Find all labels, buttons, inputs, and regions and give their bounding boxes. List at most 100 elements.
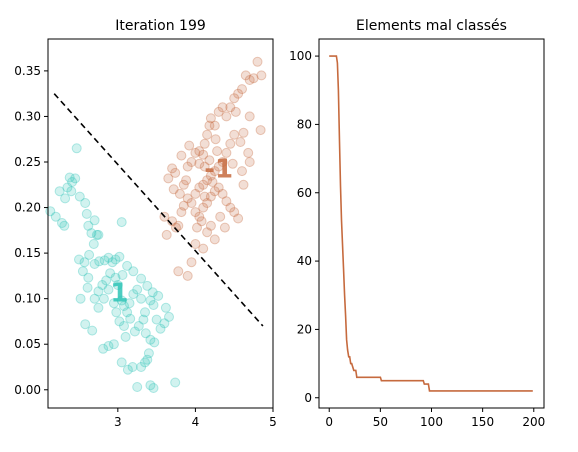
scatter-point-class-pos: [114, 316, 125, 327]
line-x-tick-label: 100: [420, 415, 443, 429]
scatter-point-class-neg: [182, 161, 193, 172]
scatter-point-class-neg: [182, 270, 193, 281]
line-axes-frame: [318, 38, 545, 409]
scatter-y-tick-label: 0.15: [14, 246, 41, 260]
scatter-point-class-pos: [119, 301, 129, 311]
scatter-point-class-pos: [116, 217, 127, 228]
scatter-point-class-neg: [213, 106, 224, 117]
scatter-y-tick-label: 0.05: [14, 337, 41, 351]
scatter-y-tick-label: 0.30: [14, 109, 41, 123]
scatter-point-class-pos: [88, 239, 99, 249]
misclassified-series-line: [329, 55, 533, 392]
scatter-point-class-pos: [132, 382, 143, 392]
scatter-point-class-pos: [87, 325, 98, 336]
scatter-point-class-neg: [240, 70, 251, 81]
scatter-point-class-pos: [143, 348, 154, 359]
scatter-point-class-pos: [83, 272, 94, 283]
scatter-point-class-pos: [140, 328, 151, 339]
line-x-tick-label: 50: [373, 415, 388, 429]
scatter-point-class-neg: [168, 184, 179, 195]
line-y-tick-label: 80: [297, 117, 312, 131]
scatter-point-class-neg: [170, 167, 181, 178]
scatter-point-class-neg: [194, 182, 205, 193]
scatter-point-class-pos: [89, 259, 100, 269]
scatter-y-tick-label: 0.25: [14, 155, 41, 169]
scatter-point-class-neg: [204, 155, 215, 166]
scatter-point-class-neg: [244, 157, 255, 167]
scatter-point-class-neg: [202, 198, 213, 208]
scatter-point-class-pos: [120, 331, 131, 342]
scatter-point-class-neg: [167, 163, 178, 174]
scatter-point-class-neg: [181, 175, 192, 186]
scatter-y-tick-label: 0.20: [14, 201, 41, 215]
scatter-point-class-pos: [103, 341, 114, 351]
scatter-x-tick-label: 3: [114, 415, 122, 429]
scatter-point-class-pos: [77, 266, 88, 277]
scatter-point-class-neg: [171, 222, 181, 233]
scatter-point-class-neg: [221, 111, 232, 122]
scatter-point-class-pos: [64, 172, 75, 183]
line-panel: Elements mal classés 0 20 40 60 80 100 0 50 100…: [289, 18, 545, 429]
scatter-point-class-neg: [204, 120, 215, 131]
scatter-point-class-neg: [198, 202, 209, 213]
line-x-tick-label: 0: [325, 415, 333, 429]
scatter-y-tick-label: 0.10: [14, 292, 41, 306]
scatter-point-class-neg: [225, 102, 236, 113]
scatter-point-class-pos: [117, 270, 128, 280]
scatter-point-class-pos: [67, 177, 78, 187]
scatter-point-class-neg: [190, 147, 201, 158]
scatter-point-class-pos: [145, 380, 156, 391]
scatter-point-class-pos: [105, 268, 116, 279]
scatter-point-class-pos: [147, 287, 158, 298]
scatter-point-class-neg: [256, 70, 267, 81]
line-y-tick-label: 20: [297, 322, 312, 336]
scatter-point-class-pos: [148, 383, 159, 393]
scatter-point-class-pos: [153, 290, 164, 301]
scatter-point-class-neg: [176, 207, 187, 218]
scatter-point-class-pos: [62, 182, 73, 193]
scatter-point-class-pos: [155, 323, 166, 334]
scatter-point-class-pos: [103, 252, 114, 263]
scatter-x-ticks: 3 4 5: [114, 408, 277, 429]
scatter-point-class-pos: [122, 260, 133, 271]
scatter-point-class-pos: [151, 314, 162, 325]
scatter-point-class-neg: [205, 170, 216, 181]
scatter-point-class-neg: [233, 88, 244, 99]
scatter-point-class-pos: [80, 319, 91, 330]
scatter-point-class-neg: [227, 158, 238, 169]
scatter-point-class-neg: [221, 196, 232, 207]
scatter-point-class-neg: [184, 140, 195, 151]
scatter-point-class-neg: [238, 127, 249, 138]
scatter-point-class-neg: [209, 120, 220, 131]
scatter-point-class-neg: [230, 106, 241, 117]
scatter-point-class-pos: [114, 251, 125, 262]
scatter-point-class-pos: [145, 295, 156, 306]
scatter-point-class-neg: [192, 222, 202, 233]
class-labels: 1 -1: [110, 154, 233, 308]
scatter-point-class-neg: [198, 149, 209, 160]
scatter-point-class-pos: [122, 364, 133, 375]
scatter-point-class-pos: [74, 254, 84, 265]
scatter-point-class-neg: [205, 113, 216, 124]
scatter-y-tick-label: 0.00: [14, 383, 41, 397]
scatter-point-class-neg: [173, 220, 184, 231]
scatter-point-class-pos: [159, 318, 170, 329]
scatter-point-class-pos: [110, 272, 121, 283]
scatter-point-class-neg: [178, 179, 189, 190]
scatter-y-tick-label: 0.35: [14, 64, 41, 78]
scatter-point-class-pos: [84, 249, 95, 260]
line-x-tick-label: 200: [522, 415, 545, 429]
scatter-point-class-pos: [142, 354, 153, 365]
line-y-tick-label: 100: [289, 49, 312, 63]
scatter-point-class-pos: [89, 293, 100, 304]
scatter-point-class-pos: [170, 377, 181, 388]
scatter-point-class-neg: [210, 134, 221, 145]
scatter-point-class-pos: [98, 343, 109, 354]
scatter-point-class-pos: [71, 143, 82, 154]
scatter-point-class-pos: [111, 307, 122, 318]
scatter-point-class-neg: [202, 129, 213, 140]
scatter-point-class-pos: [54, 186, 65, 197]
scatter-point-class-neg: [196, 216, 207, 227]
scatter-point-class-pos: [101, 275, 112, 286]
scatter-point-class-pos: [50, 211, 61, 222]
